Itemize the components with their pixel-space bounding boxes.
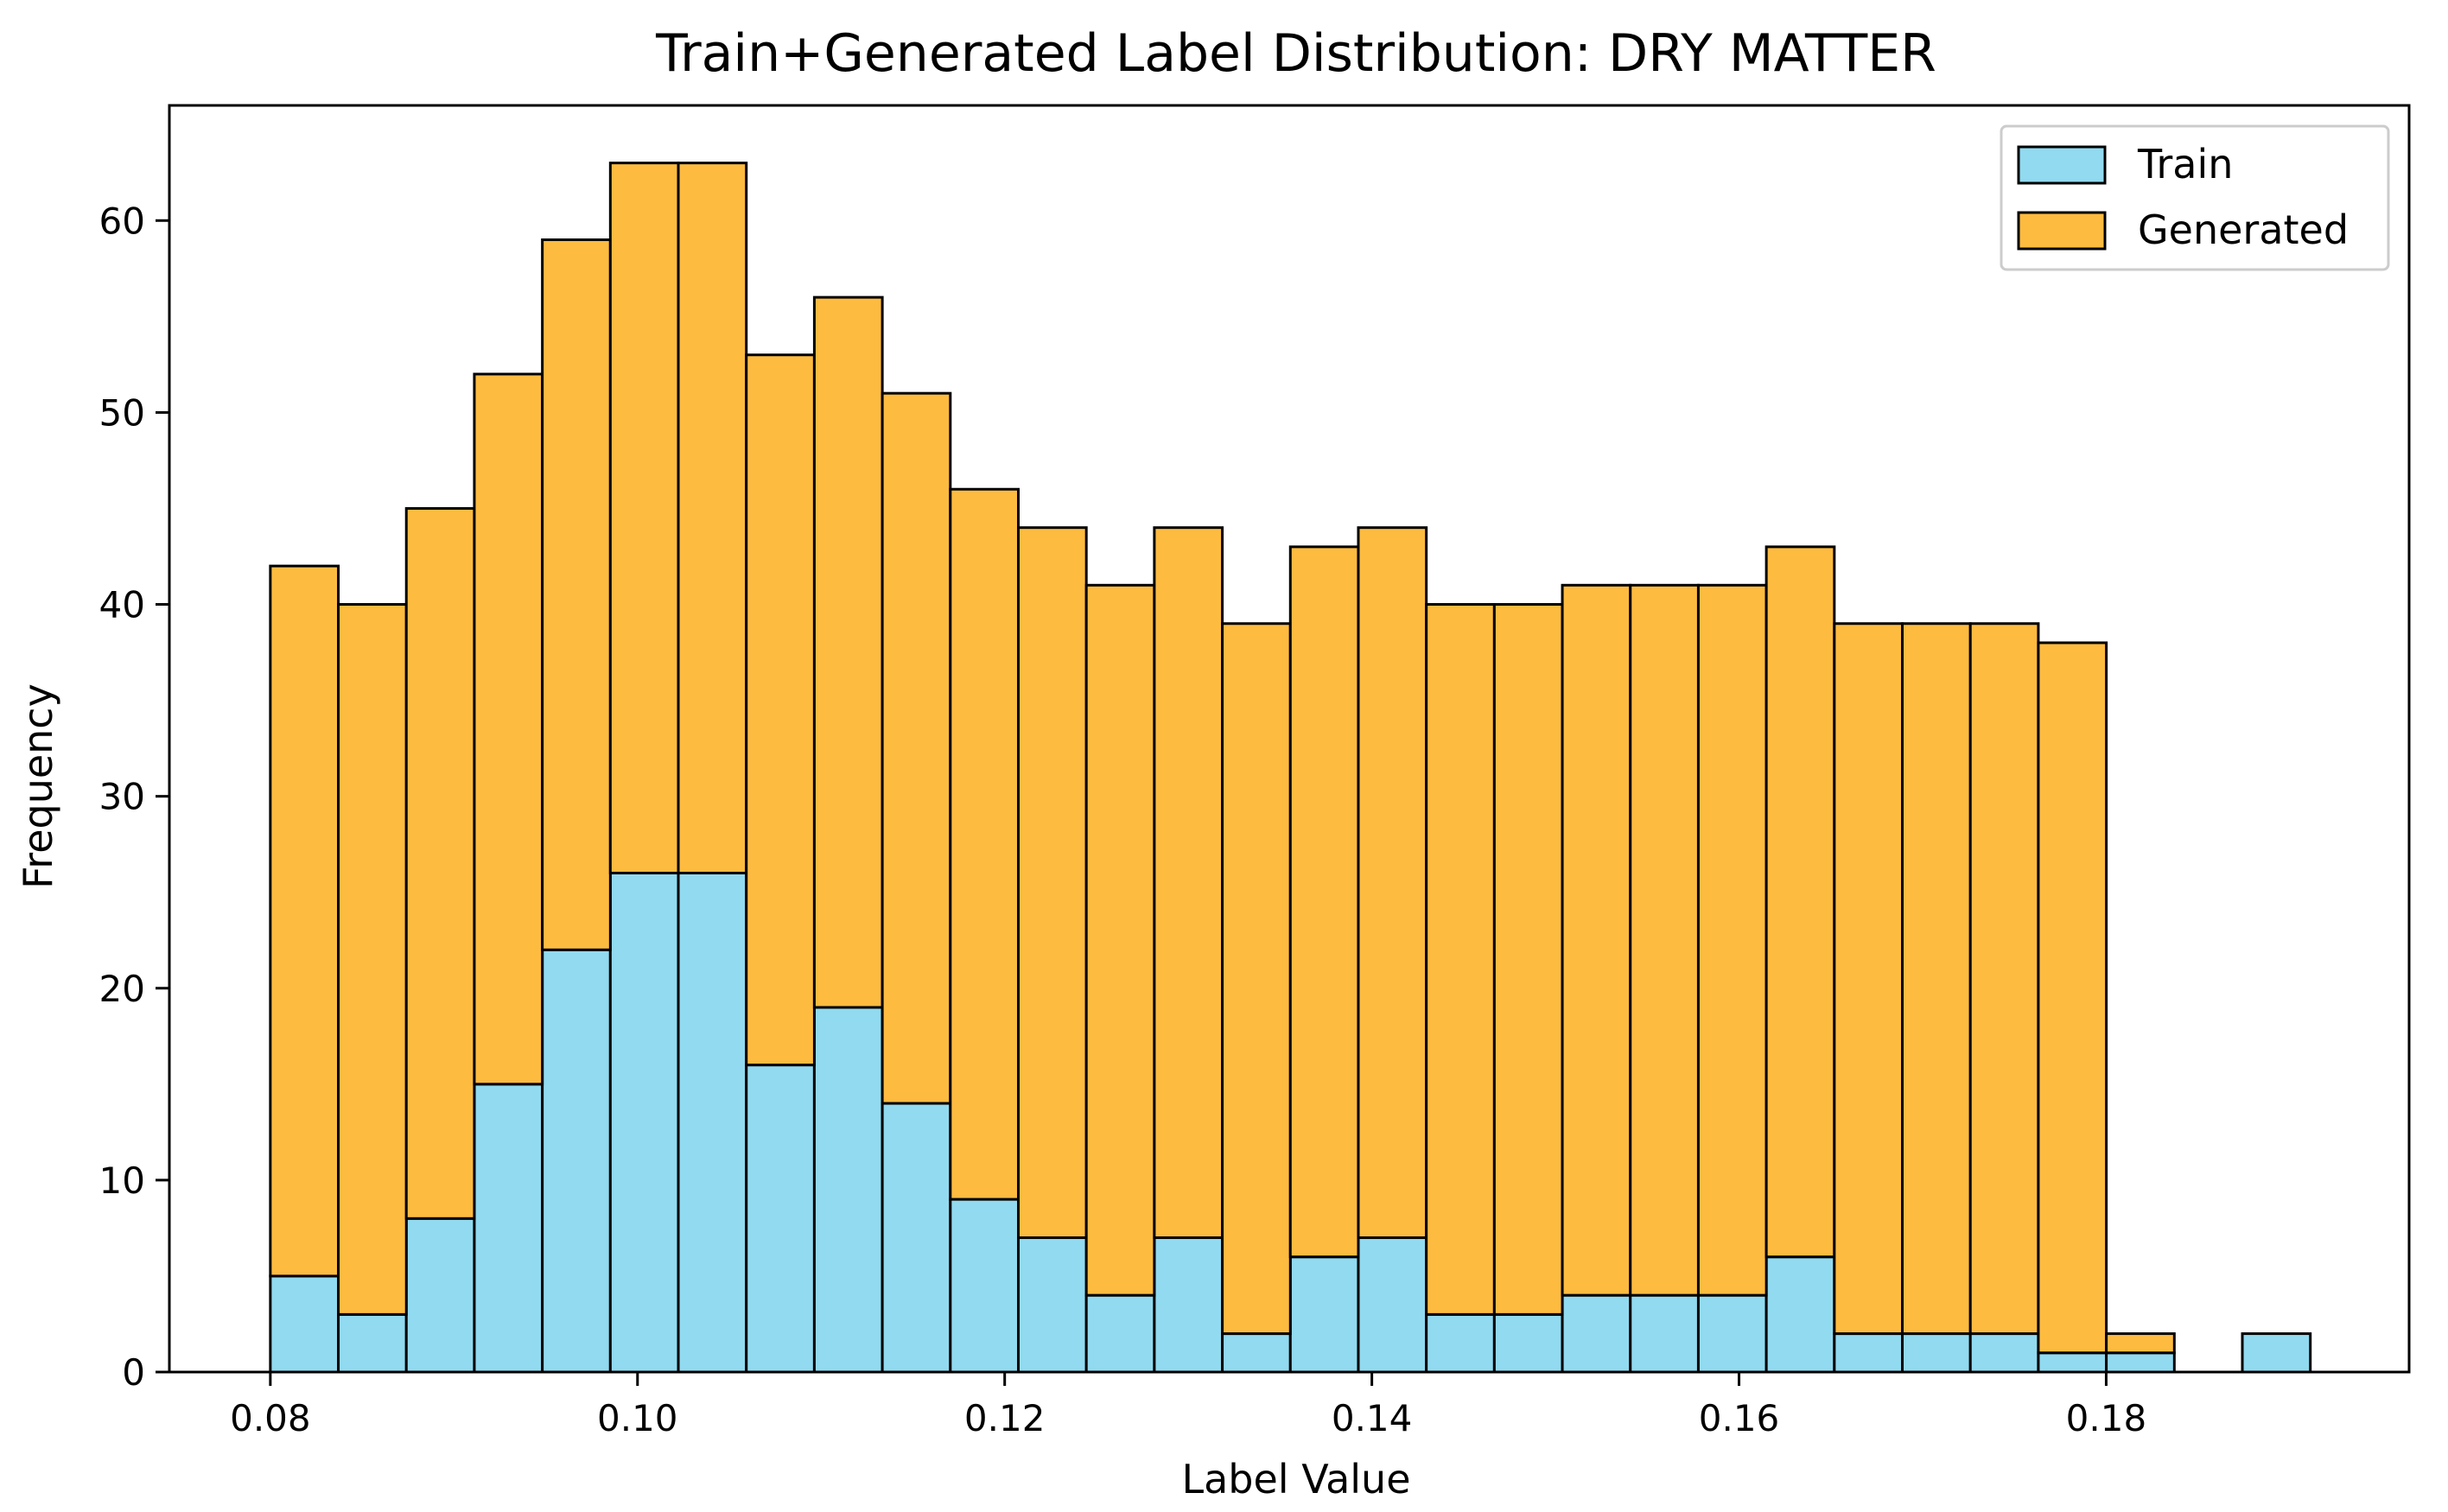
y-tick-label-6: 60 [99,200,145,242]
bar-generated-9 [881,391,952,1105]
bar-train-8 [812,1006,884,1374]
bar-train-10 [949,1198,1020,1374]
bar-generated-20 [1629,583,1700,1297]
y-tick-label-4: 40 [99,584,145,626]
bar-train-17 [1425,1312,1496,1374]
x-tick-label-3: 0.14 [1332,1397,1413,1439]
bar-train-27 [2105,1351,2176,1374]
x-tick-label-4: 0.16 [1699,1397,1780,1439]
bar-generated-23 [1833,622,1904,1336]
bar-generated-21 [1696,583,1768,1297]
bar-train-21 [1696,1293,1768,1374]
bar-generated-26 [2037,641,2108,1355]
bar-generated-8 [812,295,884,1009]
bar-train-5 [608,871,680,1374]
bar-generated-13 [1153,526,1224,1240]
legend-label-generated: Generated [2138,206,2349,253]
bar-train-1 [337,1312,408,1374]
legend-label-train: Train [2137,141,2233,187]
bar-train-15 [1288,1255,1360,1374]
y-axis-label: Frequency [15,683,61,889]
bar-train-0 [269,1274,340,1374]
bar-train-18 [1492,1312,1564,1374]
x-axis-label: Label Value [1181,1456,1410,1502]
bar-train-7 [745,1064,816,1374]
bar-train-6 [677,871,748,1374]
chart-title: Train+Generated Label Distribution: DRY … [655,23,1936,84]
bar-train-24 [1901,1332,1972,1374]
bar-train-2 [404,1217,476,1374]
bar-generated-6 [677,162,748,874]
bar-train-20 [1629,1293,1700,1374]
bar-generated-15 [1288,545,1360,1259]
bar-train-11 [1016,1236,1088,1374]
bar-generated-25 [1968,622,2040,1336]
bar-generated-2 [404,506,476,1220]
x-tick-label-2: 0.12 [964,1397,1046,1439]
legend-swatch-generated [2017,211,2107,251]
x-tick-label-0: 0.08 [230,1397,311,1439]
bar-train-19 [1561,1293,1632,1374]
y-tick-label-3: 30 [99,776,145,818]
bar-train-16 [1357,1236,1428,1374]
bars-layer [269,162,2312,1374]
axes-layer [168,104,2411,1374]
bar-generated-7 [745,353,816,1067]
bar-train-22 [1764,1255,1836,1374]
bar-generated-27 [2105,1332,2176,1355]
bar-train-29 [2241,1332,2312,1374]
bar-train-23 [1833,1332,1904,1374]
bar-generated-19 [1561,583,1632,1297]
legend: Train Generated [2000,124,2390,271]
y-tick-label-0: 0 [122,1351,145,1394]
bar-train-3 [473,1083,544,1374]
bar-train-14 [1221,1332,1292,1374]
x-tick-label-1: 0.10 [597,1397,678,1439]
bar-generated-11 [1016,526,1088,1240]
y-tick-label-1: 10 [99,1159,145,1202]
bar-generated-24 [1901,622,1972,1336]
legend-swatch-train [2017,145,2107,185]
bar-train-26 [2037,1351,2108,1374]
bar-generated-16 [1357,526,1428,1240]
bar-generated-0 [269,564,340,1278]
y-tick-label-2: 20 [99,968,145,1010]
bar-train-4 [541,948,612,1374]
ticks-layer: 0.08 0.10 0.12 0.14 0.16 0.18 0 10 20 30 40 50 60 [99,200,2147,1439]
bar-generated-12 [1084,583,1156,1297]
bar-generated-5 [608,162,680,874]
bar-generated-4 [541,238,612,951]
bar-train-12 [1084,1293,1156,1374]
bar-generated-1 [337,603,408,1316]
plot-frame [168,104,2411,1374]
bar-train-13 [1153,1236,1224,1374]
bar-generated-17 [1425,603,1496,1316]
bar-train-25 [1968,1332,2040,1374]
bar-train-9 [881,1102,952,1374]
bar-generated-22 [1764,545,1836,1259]
bar-generated-14 [1221,622,1292,1336]
bar-generated-10 [949,487,1020,1201]
bar-generated-3 [473,372,544,1086]
bar-generated-18 [1492,603,1564,1316]
x-tick-label-5: 0.18 [2066,1397,2147,1439]
y-tick-label-5: 50 [99,391,145,434]
